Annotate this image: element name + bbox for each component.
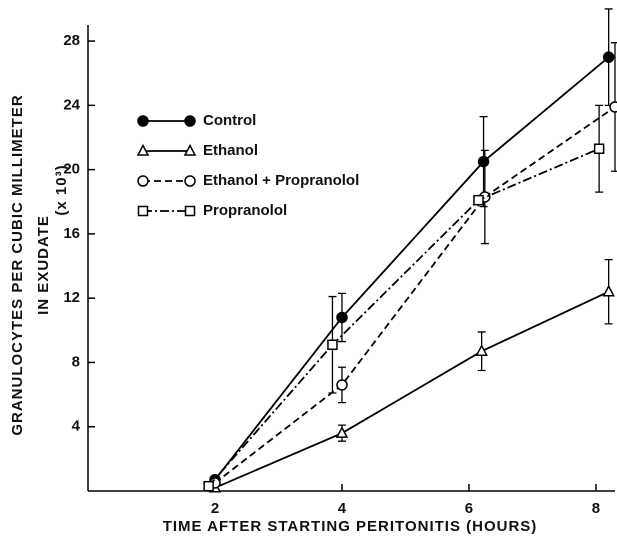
legend-label: Ethanol: [203, 142, 258, 159]
marker: [602, 51, 615, 63]
marker: [183, 143, 197, 156]
marker: [184, 115, 196, 127]
y-axis-label: IN EXUDATE: [35, 215, 52, 315]
y-tick-label: 8: [72, 353, 80, 370]
y-tick-label: 24: [63, 96, 80, 113]
marker: [137, 175, 149, 187]
marker: [609, 101, 617, 113]
marker: [137, 115, 149, 127]
marker: [184, 175, 196, 187]
marker: [336, 379, 348, 391]
y-axis-label: GRANULOCYTES PER CUBIC MILLIMETER: [9, 94, 26, 435]
y-tick-label: 12: [63, 289, 80, 306]
series-line: [207, 147, 600, 487]
marker: [184, 205, 196, 217]
marker: [335, 426, 349, 438]
y-axis-unit: (x 10³): [53, 164, 70, 215]
marker: [593, 143, 605, 154]
x-tick-label: 6: [465, 500, 473, 517]
y-tick-label: 28: [63, 32, 80, 49]
marker: [475, 344, 488, 356]
marker: [477, 155, 490, 168]
marker: [136, 143, 150, 156]
marker: [203, 480, 214, 492]
marker: [473, 194, 484, 206]
marker: [327, 339, 338, 351]
x-tick-label: 4: [338, 500, 347, 517]
x-axis-label: TIME AFTER STARTING PERITONITIS (HOURS): [163, 518, 538, 535]
y-tick-label: 4: [72, 418, 81, 435]
x-tick-label: 8: [592, 500, 600, 517]
legend-label: Ethanol + Propranolol: [203, 172, 359, 189]
y-tick-label: 16: [63, 225, 80, 242]
x-tick-label: 2: [211, 500, 219, 517]
marker: [137, 205, 149, 217]
legend-label: Control: [203, 112, 256, 129]
series-line: [214, 290, 610, 489]
y-tick-label: 20: [63, 161, 80, 178]
marker: [336, 311, 348, 324]
series-line: [214, 106, 616, 484]
legend-label: Propranolol: [203, 202, 287, 219]
series-line: [214, 56, 610, 481]
marker: [602, 284, 615, 297]
